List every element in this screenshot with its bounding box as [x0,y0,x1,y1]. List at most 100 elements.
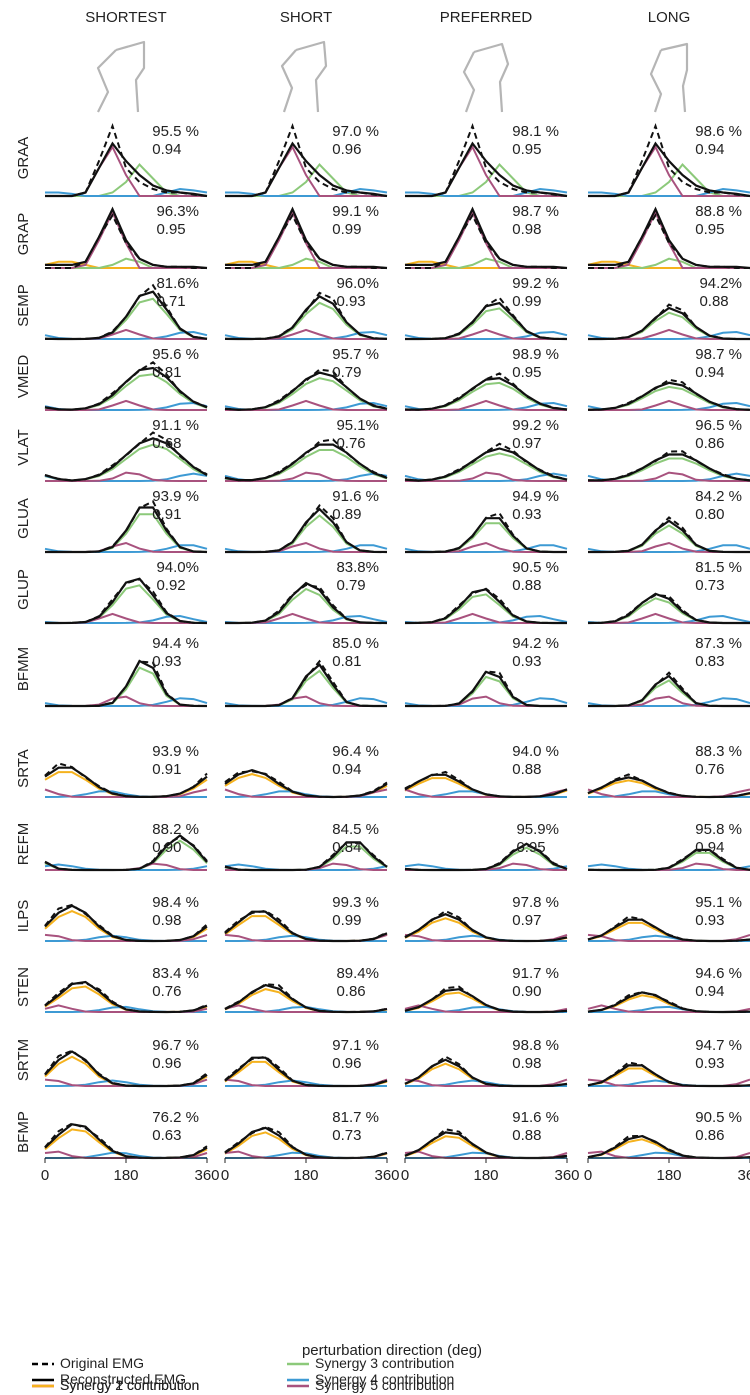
r-value: 0.93 [695,1055,724,1072]
original-emg-line [587,1061,750,1087]
vaf-percent: 95.5 % [152,123,199,140]
original-emg-line [44,431,208,482]
vaf-percent: 81.6% [156,275,199,292]
vaf-percent: 90.5 % [695,1109,742,1126]
synergy-line [225,187,388,197]
r-value: 0.95 [512,364,541,381]
legend-label: Synergy 2 contribution [60,1377,199,1393]
r-value: 0.93 [512,653,541,670]
vaf-percent: 94.0 % [512,743,559,760]
synergy-line [224,377,388,411]
original-emg-line [588,213,750,269]
vaf-percent: 94.9 % [512,488,559,505]
original-emg-line [44,762,208,798]
original-emg-line [587,593,750,624]
synergy-line [588,209,750,269]
reconstructed-emg-line [588,206,750,270]
original-emg-line [587,848,750,871]
synergy-line [405,399,567,411]
r-value: 0.98 [152,912,181,929]
synergy-line [405,187,568,197]
r-value: 0.99 [332,912,361,929]
reconstructed-emg-line [44,834,208,872]
legend-label: Synergy 5 contribution [315,1377,454,1393]
original-emg-line [405,213,567,269]
r-value: 0.73 [332,1127,361,1144]
row-label-graa: GRAA [15,137,32,180]
x-tick-label: 360 [554,1167,579,1184]
reconstructed-emg-line [225,663,387,708]
r-value: 0.91 [152,506,181,523]
row-label-srtm: SRTM [15,1039,32,1081]
reconstructed-emg-line [405,206,568,270]
row-label-grap: GRAP [15,213,32,256]
r-value: 0.79 [336,577,365,594]
r-value: 0.88 [512,577,541,594]
row-label-bfmm: BFMM [15,647,32,691]
legend-entry: Reconstructed EMG [32,1371,186,1387]
reconstructed-emg-line [588,141,750,198]
leg-icon [96,40,146,113]
synergy-line [588,399,750,411]
synergy-line [405,307,568,340]
original-emg-line [587,915,750,942]
row-label-refm: REFM [15,823,32,866]
leg-icon [462,42,510,113]
vaf-percent: 85.0 % [332,635,379,652]
r-value: 0.88 [512,761,541,778]
vaf-percent: 99.1 % [332,203,379,220]
synergy-line [405,675,567,707]
original-emg-line [404,985,568,1013]
vaf-percent: 98.4 % [152,894,199,911]
original-emg-line [44,982,208,1014]
r-value: 0.71 [156,293,185,310]
r-value: 0.95 [156,221,185,238]
original-emg-line [225,213,387,269]
synergy-line [588,162,750,197]
row-label-sten: STEN [15,967,32,1007]
row-label-semp: SEMP [15,284,32,327]
row-label-glup: GLUP [15,569,32,610]
legend-entry: Synergy 4 contribution [287,1371,454,1387]
r-value: 0.93 [512,506,541,523]
original-emg-line [587,991,750,1014]
synergy-line [588,679,750,707]
vaf-percent: 93.9 % [152,488,199,505]
original-emg-line [44,283,208,340]
r-value: 0.96 [332,1055,361,1072]
reconstructed-emg-line [588,453,750,482]
vaf-percent: 94.6 % [695,965,742,982]
r-value: 0.73 [695,577,724,594]
r-value: 0.94 [332,761,361,778]
r-value: 0.88 [512,1127,541,1144]
r-value: 0.95 [695,221,724,238]
vaf-percent: 88.2 % [152,821,199,838]
vaf-percent: 96.0% [336,275,379,292]
r-value: 0.94 [695,983,724,1000]
column-header-long: LONG [648,9,691,26]
vaf-percent: 81.7 % [332,1109,379,1126]
reconstructed-emg-line [587,1064,750,1088]
reconstructed-emg-line [587,776,750,799]
vaf-percent: 93.9 % [152,743,199,760]
r-value: 0.88 [699,293,728,310]
synergy-line [405,162,567,197]
x-tick-label: 0 [584,1167,592,1184]
row-label-vlat: VLAT [15,429,32,465]
r-value: 0.86 [695,435,724,452]
original-emg-line [225,504,388,553]
x-tick-label: 360 [194,1167,219,1184]
r-value: 0.93 [336,293,365,310]
r-value: 0.76 [152,983,181,1000]
synergy-line [45,162,207,197]
leg-icon [280,40,328,113]
r-value: 0.86 [336,983,365,1000]
synergy-line [225,209,387,269]
r-value: 0.96 [332,141,361,158]
vaf-percent: 84.5 % [332,821,379,838]
original-emg-line [405,512,567,553]
r-value: 0.94 [152,141,181,158]
legend-entry: Synergy 5 contribution [287,1377,454,1393]
x-tick-label: 180 [113,1167,138,1184]
synergy-line [588,524,750,553]
